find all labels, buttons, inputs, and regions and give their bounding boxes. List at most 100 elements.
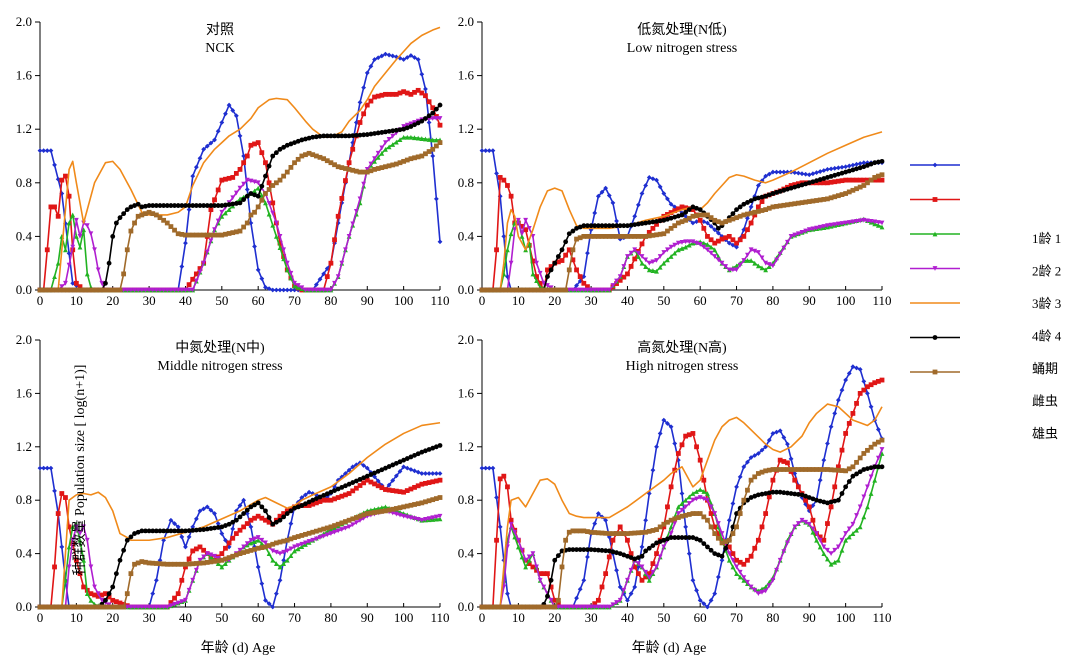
data-point [41,148,47,154]
data-point [266,515,272,520]
data-point [628,551,634,556]
data-point [179,287,185,293]
data-point [37,148,43,154]
series-line [40,26,441,291]
data-point [694,511,699,516]
data-point [632,564,638,570]
data-point [755,208,761,214]
data-point [505,484,510,490]
data-point [577,224,583,230]
data-point [785,460,790,466]
data-point [153,287,159,293]
data-point [353,485,359,491]
data-point [581,274,587,279]
data-point [606,234,612,239]
data-point [639,234,645,239]
data-point [179,577,185,583]
data-point [401,513,407,519]
data-point [383,146,388,152]
data-point [614,567,619,573]
data-point [317,154,323,160]
data-point [179,264,185,269]
data-point [335,274,341,279]
panels-group: 0.00.40.81.21.62.00 10 20 30 40 50 60 70 80 90 100… [16,14,892,625]
data-point [146,560,152,566]
data-point [865,466,870,472]
data-point [212,227,217,233]
data-point [755,204,761,210]
data-point [854,161,859,167]
data-point [799,200,805,206]
data-point [295,504,301,510]
x-tick-label: 50 [657,293,670,308]
data-point [810,179,816,185]
data-point [183,561,188,567]
data-point [219,203,225,208]
data-point [846,163,852,169]
series-5 [482,131,883,291]
data-point [223,545,228,551]
data-point [70,537,76,543]
data-point [726,234,732,239]
data-point [372,474,377,480]
data-point [832,484,838,490]
x-tick-label: 50 [657,610,670,625]
data-point [357,483,363,488]
data-point [585,554,590,560]
data-point [635,561,641,567]
data-point [810,503,816,508]
data-point [328,260,334,266]
data-point [708,511,714,516]
data-point [223,561,228,567]
data-point [433,444,439,450]
data-point [708,597,714,603]
data-point [233,229,239,235]
data-point [857,455,863,461]
data-point [335,521,341,527]
data-point [675,213,681,219]
data-point [419,449,425,455]
data-point [766,437,772,443]
data-point [501,473,507,479]
data-point [770,577,776,583]
data-point [730,501,736,506]
data-point [310,134,316,140]
data-point [386,136,392,142]
data-point [825,467,830,472]
data-point [843,431,849,436]
data-point [128,228,134,234]
data-point [223,537,228,543]
data-point [270,222,276,228]
data-point [781,187,787,193]
data-point [486,287,492,293]
data-point [599,584,605,590]
series-6 [479,464,885,610]
data-point [799,182,805,188]
data-point [534,567,539,573]
data-point [861,164,867,170]
data-point [66,250,72,256]
data-point [150,604,156,610]
data-point [679,535,685,540]
data-point [52,488,57,494]
data-point [854,513,859,518]
data-point [850,521,856,527]
data-point [281,549,287,555]
data-point [117,600,123,606]
data-point [368,98,374,104]
data-point [737,569,743,575]
data-point [668,484,674,490]
data-point [755,492,761,498]
data-point [839,447,845,453]
data-point [426,471,432,476]
data-point [555,604,561,610]
data-point [766,205,772,211]
data-point [364,473,370,479]
data-point [415,451,421,457]
data-point [397,459,403,465]
data-point [386,487,392,493]
data-point [343,133,348,139]
data-point [795,492,801,497]
y-tick-label: 0.0 [16,599,32,614]
data-point [610,234,616,239]
